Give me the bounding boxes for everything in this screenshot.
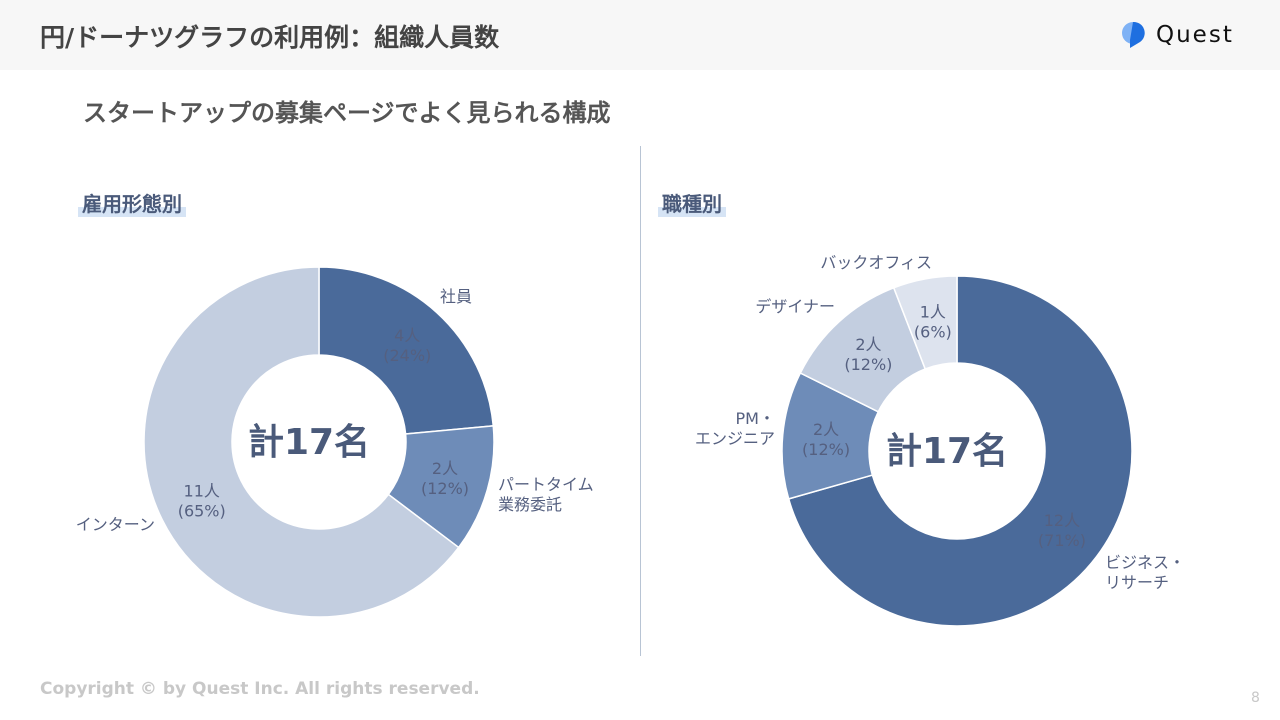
- copyright: Copyright © by Quest Inc. All rights res…: [40, 679, 480, 699]
- donut-center-total: 計17名: [886, 431, 1008, 472]
- divider: [640, 146, 641, 656]
- chart-title-role: 職種別: [658, 188, 726, 217]
- slice-category-label: パートタイム業務委託: [498, 475, 594, 514]
- donut-slice: [892, 275, 958, 370]
- slice-category-label: バックオフィス: [820, 253, 932, 272]
- slice-category-label: デザイナー: [755, 297, 835, 316]
- slide-subtitle: スタートアップの募集ページでよく見られる構成: [83, 99, 611, 127]
- logo-text: Quest: [1156, 22, 1234, 48]
- slice-data-label: 1人(6%): [914, 303, 952, 342]
- donut-slice: [318, 266, 495, 435]
- page-title: 円/ドーナツグラフの利用例：組織人員数: [40, 23, 500, 52]
- slice-category-label: 社員: [440, 287, 472, 306]
- header: 円/ドーナツグラフの利用例：組織人員数 Quest: [0, 0, 1280, 70]
- slice-category-label: ビジネス・リサーチ: [1105, 553, 1185, 592]
- page-number: 8: [1251, 690, 1260, 706]
- slice-data-label: 2人(12%): [844, 335, 892, 374]
- donut-slice: [787, 275, 1133, 627]
- slice-category-label: インターン: [76, 515, 155, 534]
- slice-category-label: PM・エンジニア: [695, 409, 775, 448]
- chart-title-employment: 雇用形態別: [78, 188, 186, 217]
- donut-slice: [143, 266, 460, 618]
- quest-logo-icon: [1122, 21, 1145, 48]
- logo: Quest: [1120, 20, 1234, 50]
- slice-data-label: 11人(65%): [178, 481, 226, 520]
- donut-center-total: 計17名: [248, 422, 370, 463]
- slice-data-label: 4人(24%): [383, 326, 431, 365]
- slice-data-label: 12人(71%): [1038, 511, 1086, 550]
- slice-data-label: 2人(12%): [421, 459, 469, 498]
- slice-data-label: 2人(12%): [802, 420, 850, 459]
